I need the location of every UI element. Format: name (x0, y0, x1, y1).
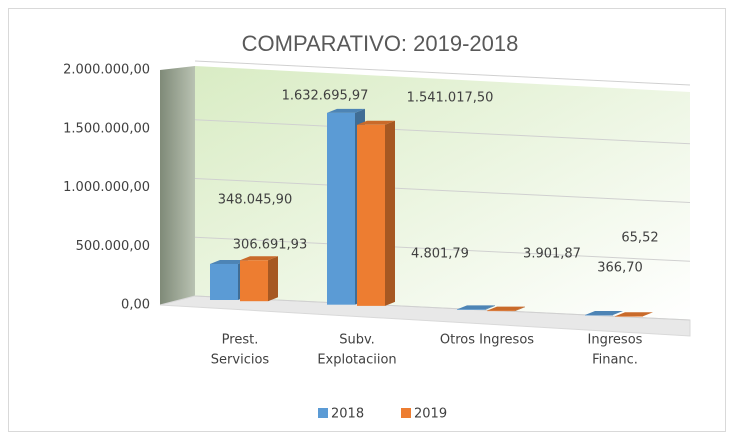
bar-side (643, 312, 653, 317)
grid-line (194, 60, 691, 86)
bar-top (487, 306, 525, 311)
side-wall (160, 66, 195, 305)
back-wall (195, 66, 690, 320)
bar-top (210, 259, 248, 264)
y-tick-label: 1.000.000,00 (63, 180, 150, 195)
bar-top (585, 310, 623, 315)
legend-label: 2019 (414, 407, 447, 422)
bar (357, 124, 385, 306)
bar-side (515, 306, 525, 312)
bar-top (357, 120, 395, 125)
legend-label: 2018 (331, 407, 364, 422)
grid-line (194, 236, 691, 262)
x-tick-label: Ingresos (588, 333, 643, 348)
bar (210, 263, 238, 300)
value-label: 1.541.017,50 (407, 91, 494, 106)
grid-line (194, 119, 691, 145)
x-tick-label: Prest. (222, 333, 259, 348)
bar-top (327, 108, 365, 113)
bar-side (268, 256, 278, 302)
bar (585, 314, 613, 316)
bar-side (485, 305, 495, 310)
grid-line (194, 295, 691, 321)
x-tick-label: Financ. (592, 353, 638, 368)
y-tick-label: 1.500.000,00 (63, 121, 150, 136)
chart-title: COMPARATIVO: 2019-2018 (242, 31, 519, 56)
bar-top (240, 256, 278, 261)
value-label: 4.801,79 (411, 247, 469, 262)
bar-side (385, 120, 395, 306)
bar-side (613, 310, 623, 315)
y-tick-label: 2.000.000,00 (63, 63, 150, 78)
bar (457, 309, 485, 310)
value-label: 366,70 (597, 261, 643, 276)
x-tick-label: Servicios (211, 353, 270, 368)
value-label: 3.901,87 (523, 247, 581, 262)
bar (487, 310, 515, 312)
value-label: 348.045,90 (218, 193, 292, 208)
y-tick-label: 500.000,00 (76, 239, 150, 254)
bar-top (457, 305, 495, 310)
value-label: 306.691,93 (233, 238, 307, 253)
x-tick-label: Explotaciion (317, 353, 396, 368)
bar (240, 260, 268, 302)
grid-line (194, 178, 691, 203)
y-tick-label: 0,00 (121, 298, 150, 313)
bar-top (615, 312, 653, 317)
bar (327, 112, 355, 305)
bar (615, 316, 643, 317)
legend-swatch (318, 408, 328, 418)
legend-swatch (401, 408, 411, 418)
x-tick-label: Otros Ingresos (440, 333, 534, 348)
value-label: 1.632.695,97 (282, 89, 369, 104)
x-tick-label: Subv. (339, 333, 375, 348)
value-label: 65,52 (621, 231, 658, 246)
